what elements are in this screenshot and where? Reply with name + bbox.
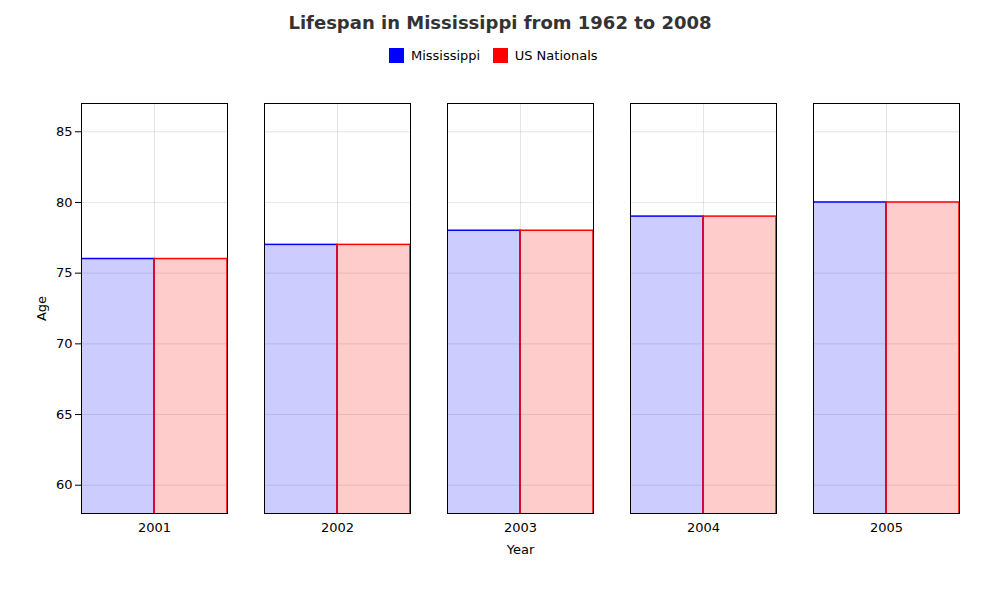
svg-text:Age: Age — [34, 295, 49, 320]
svg-text:70: 70 — [56, 336, 73, 351]
svg-text:Year: Year — [506, 541, 535, 556]
html-text:Lifespan in Mississippi from 1: Lifespan in Mississippi from 1962 to 200… — [288, 12, 712, 33]
svg-text:75: 75 — [56, 265, 73, 280]
svg-text:2003: 2003 — [504, 519, 537, 534]
svg-text:80: 80 — [56, 194, 73, 209]
svg-text:2005: 2005 — [870, 519, 903, 534]
svg-text:60: 60 — [56, 477, 73, 492]
svg-text:85: 85 — [56, 123, 73, 138]
svg-text:65: 65 — [56, 406, 73, 421]
html-text:Mississippi: Mississippi — [410, 48, 481, 63]
html-text:US Nationals: US Nationals — [514, 48, 598, 63]
svg-text:2001: 2001 — [138, 519, 171, 534]
svg-text:2002: 2002 — [321, 519, 354, 534]
svg-text:2004: 2004 — [687, 519, 720, 534]
